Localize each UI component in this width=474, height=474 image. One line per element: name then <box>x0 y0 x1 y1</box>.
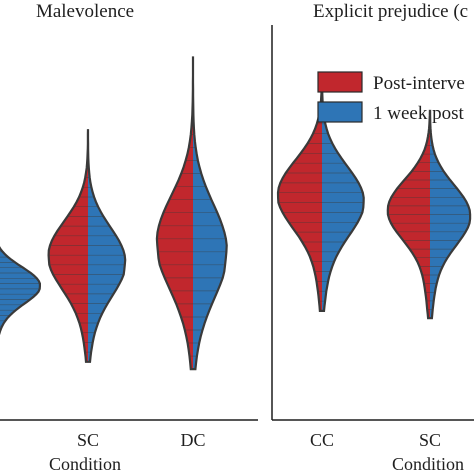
legend: Post-interve 1 week post <box>317 71 465 124</box>
x-axis-label-explicit-prejudice: Condition <box>392 454 464 474</box>
violin-outline-sc <box>47 129 127 363</box>
panel-malevolence: Malevolence SC DC Condition <box>0 1 258 474</box>
legend-swatch-post <box>317 71 363 93</box>
violin-group-explicit-prejudice <box>276 72 472 320</box>
violin-outline-dc <box>155 56 228 371</box>
panel-title-malevolence: Malevolence <box>36 1 134 22</box>
panel-explicit-prejudice: Explicit prejudice (c CC SC Condition Po… <box>271 1 474 474</box>
tick-label-cc: CC <box>310 430 334 450</box>
legend-label-post: Post-interve <box>373 73 465 94</box>
x-axis-label-malevolence: Condition <box>49 454 121 474</box>
tick-label-sc-right: SC <box>419 430 441 450</box>
violin-outline-sc <box>386 109 472 320</box>
legend-swatch-week <box>317 101 363 123</box>
violin-week-cc <box>0 248 40 332</box>
violin-group-malevolence <box>0 56 228 371</box>
tick-label-dc: DC <box>180 430 205 450</box>
legend-label-week: 1 week post <box>373 103 464 124</box>
violin-outline-cc <box>0 246 41 336</box>
tick-label-sc: SC <box>77 430 99 450</box>
panel-title-explicit-prejudice: Explicit prejudice (c <box>313 1 468 22</box>
